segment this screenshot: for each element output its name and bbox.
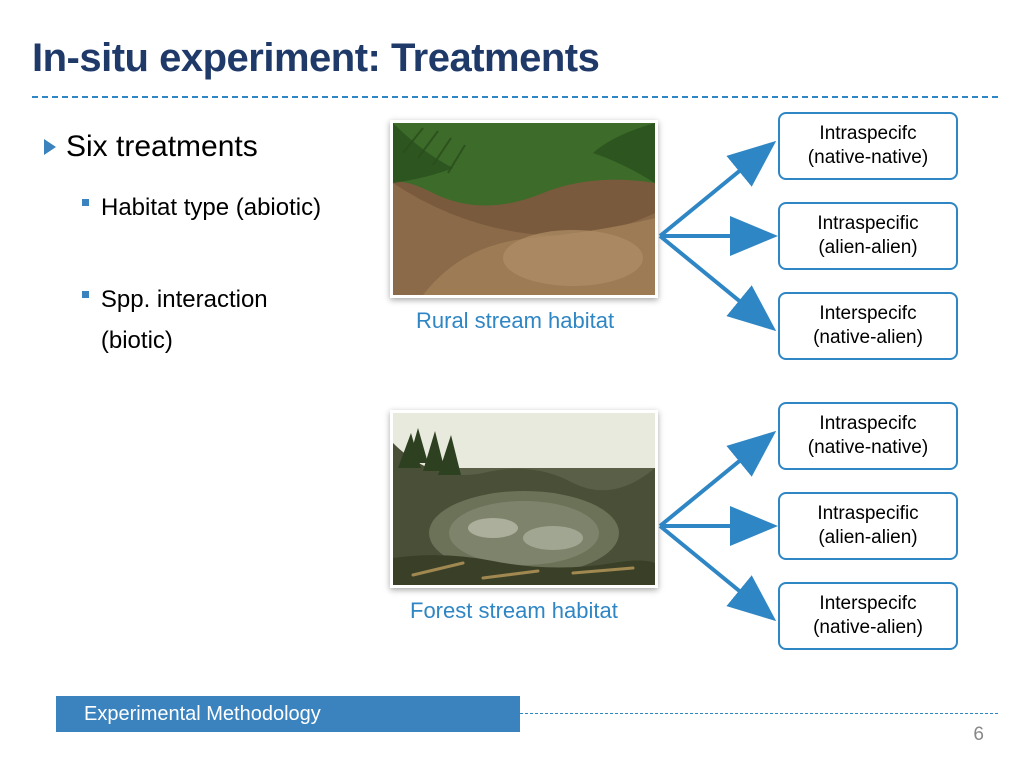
footer-bar: Experimental Methodology bbox=[56, 696, 520, 732]
arrow-set-1 bbox=[0, 0, 1024, 768]
footer-text: Experimental Methodology bbox=[84, 703, 321, 726]
footer-divider bbox=[520, 713, 998, 714]
page-number: 6 bbox=[973, 724, 984, 746]
